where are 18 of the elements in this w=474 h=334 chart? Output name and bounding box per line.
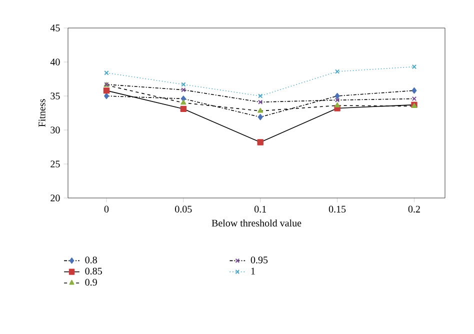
y-tick-label: 35 (50, 92, 60, 100)
y-tick-label: 30 (50, 126, 60, 134)
y-tick-label: 40 (50, 58, 60, 66)
y-tick-label: 20 (50, 194, 60, 202)
y-axis-title: Fitness (38, 99, 46, 127)
legend-label: 0.95 (250, 256, 268, 264)
y-tick-label: 25 (50, 160, 60, 168)
x-tick-label: 0.1 (254, 206, 266, 213)
x-tick-label: 0.2 (408, 206, 420, 213)
legend-label: 0.8 (85, 256, 97, 264)
y-tick-label: 45 (50, 24, 60, 32)
x-axis-title: Below threshold value (212, 219, 302, 226)
legend-label: 0.85 (85, 268, 102, 275)
x-tick-label: 0.05 (175, 206, 192, 213)
legend-label: 0.9 (85, 278, 97, 286)
x-tick-label: 0 (104, 206, 109, 213)
x-tick-label: 0.15 (328, 206, 346, 213)
legend-label: 1 (251, 268, 255, 274)
